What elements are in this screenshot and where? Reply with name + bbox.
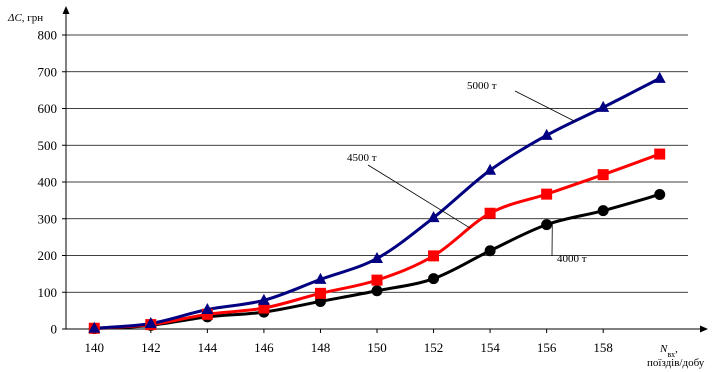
x-tick-label: 150 [367,340,387,355]
data-point-4500t [541,188,553,200]
data-point-5000t [144,316,157,328]
x-tick-label: 156 [537,340,557,355]
y-tick-label: 0 [51,322,58,337]
data-point-4500t [428,250,440,262]
data-point-4000t [654,188,666,200]
data-point-4500t [314,287,326,299]
y-tick-label: 100 [38,285,58,300]
x-tick-labels: 140 142 144 146 148 150 152 154 156 158 [85,329,613,355]
x-tick-label: 146 [254,340,274,355]
data-point-4000t [597,205,609,217]
data-point-4000t [371,285,383,297]
series-markers [88,71,666,335]
x-axis-title-subscript: вх [667,350,675,359]
x-tick-label: 144 [198,340,218,355]
data-point-4500t [597,169,609,181]
annotation-label: 4000 т [557,253,587,265]
y-tick-label: 500 [38,138,58,153]
data-point-4000t [541,219,553,231]
series-line-5000t [92,76,662,330]
axes [62,6,708,333]
data-point-5000t [484,163,497,175]
annotation-label: 4500 т [347,152,377,164]
x-axis-title: Nвх, [659,343,678,359]
x-axis-title-comma: , [675,343,678,355]
data-point-4500t [654,148,666,160]
data-point-4500t [201,308,213,320]
annotation-label: 5000 т [467,80,497,92]
x-axis-arrow [700,325,708,333]
x-tick-label: 152 [424,340,444,355]
y-axis-title-unit: , грн [22,12,44,24]
data-point-5000t [653,71,666,83]
x-tick-label: 142 [141,340,161,355]
data-point-5000t [201,303,214,315]
x-tick-label: 148 [311,340,331,355]
y-axis-title: ΔC, грн [7,12,43,24]
data-point-4000t [428,273,440,285]
x-tick-label: 158 [593,340,613,355]
data-point-5000t [597,100,610,112]
series-line-4500t [92,152,662,330]
y-tick-label: 700 [38,64,58,79]
y-tick-label: 800 [38,28,58,43]
annotation-leader [514,90,576,122]
data-point-4500t [484,207,496,219]
data-point-4500t [258,302,270,314]
y-tick-labels: 0 100 200 300 400 500 600 700 800 [38,28,66,337]
data-point-5000t [427,211,440,223]
data-point-5000t [540,128,553,140]
y-tick-label: 200 [38,248,58,263]
gridlines [66,34,688,293]
x-tick-label: 140 [85,340,105,355]
x-tick-label: 154 [480,340,500,355]
x-axis-title-symbol: N [659,343,668,355]
x-axis-title-units: поїздів/добу [647,357,705,369]
data-point-4500t [371,274,383,286]
data-point-5000t [257,293,270,305]
series-annotations: 5000 т 4500 т 4000 т [347,80,587,265]
y-tick-label: 300 [38,211,58,226]
y-tick-label: 400 [38,175,58,190]
data-point-5000t [88,321,101,333]
data-point-5000t [371,251,383,263]
y-axis-title-symbol: ΔC [7,12,22,24]
annotation-leader [367,164,471,229]
y-axis-arrow [62,6,70,14]
data-point-5000t [314,272,327,284]
y-tick-label: 600 [38,101,58,116]
data-point-4000t [484,245,496,257]
